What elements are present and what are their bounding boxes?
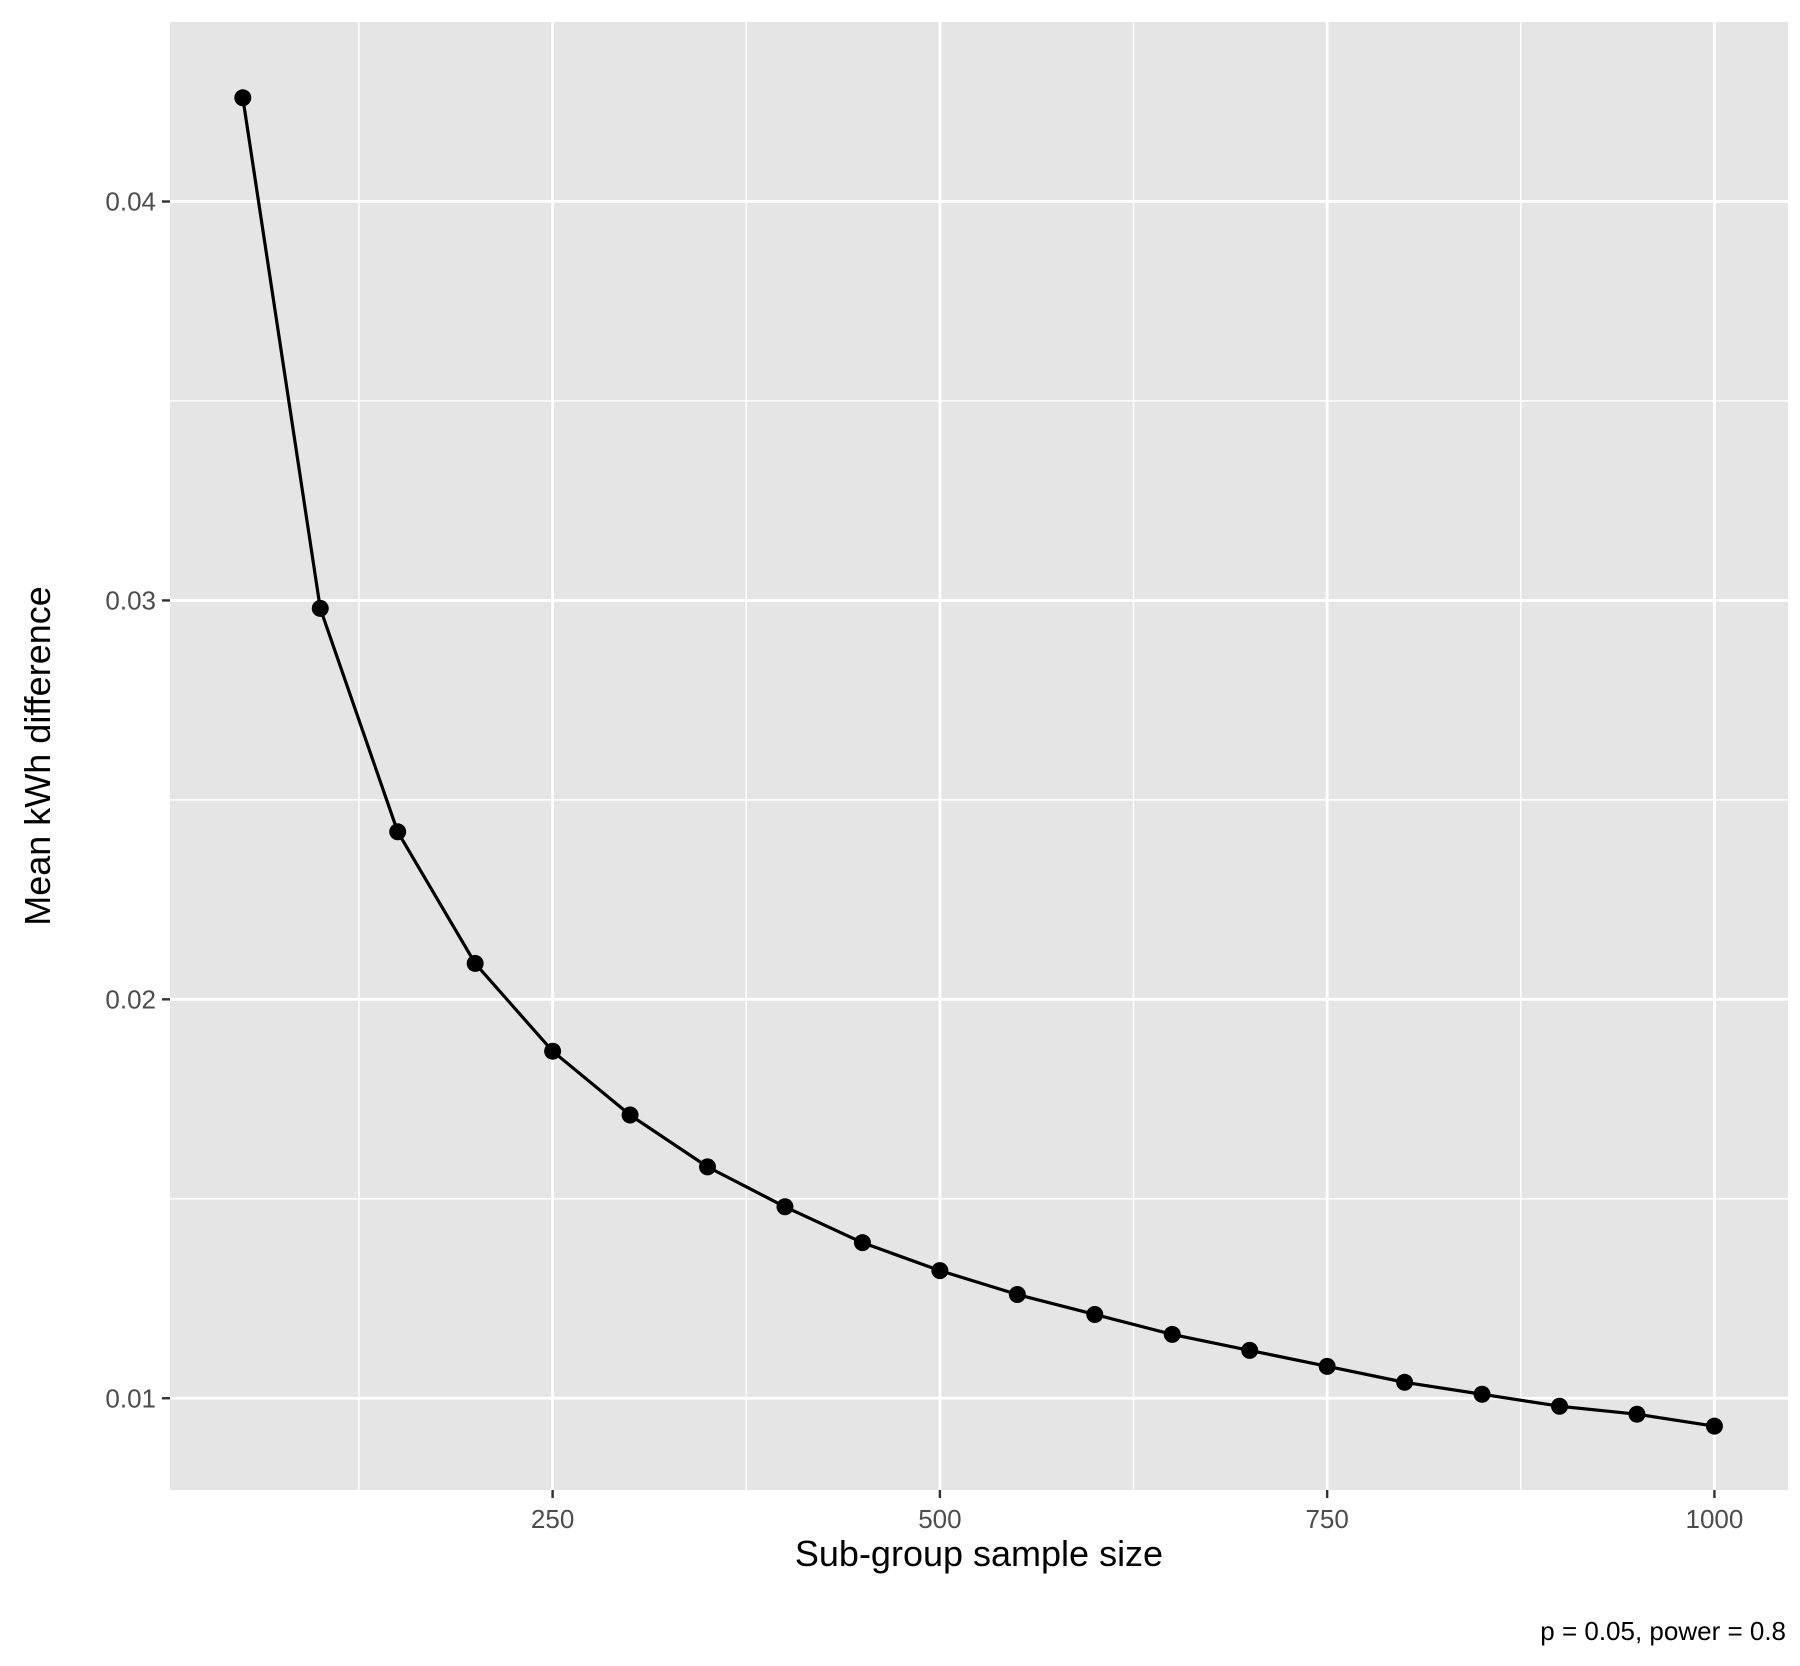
data-point-7	[776, 1198, 794, 1216]
caption: p = 0.05, power = 0.8	[1540, 1616, 1786, 1646]
data-point-15	[1396, 1373, 1414, 1391]
data-point-0	[234, 89, 252, 107]
x-tick-label-3: 1000	[1685, 1504, 1743, 1534]
x-tick-label-1: 500	[918, 1504, 961, 1534]
data-point-2	[389, 823, 407, 841]
axis-ticks	[162, 200, 1716, 1498]
x-axis-title: Sub-group sample size	[795, 1533, 1163, 1574]
data-point-8	[853, 1234, 871, 1252]
data-point-1	[311, 599, 329, 617]
data-point-10	[1008, 1286, 1026, 1304]
data-point-19	[1705, 1417, 1723, 1435]
data-point-12	[1163, 1325, 1181, 1343]
data-point-6	[699, 1158, 717, 1176]
x-tick-label-0: 250	[531, 1504, 574, 1534]
data-point-5	[621, 1106, 639, 1124]
y-tick-label-1: 0.02	[105, 984, 156, 1014]
data-point-4	[544, 1042, 562, 1060]
minor-gridlines	[170, 22, 1788, 1490]
y-tick-label-2: 0.03	[105, 585, 156, 615]
y-axis-title: Mean kWh difference	[17, 586, 58, 926]
tick-labels: 250 500 750 1000 0.01 0.02 0.03 0.04	[105, 187, 1743, 1534]
data-point-18	[1628, 1405, 1646, 1423]
x-tick-label-2: 750	[1305, 1504, 1348, 1534]
data-point-13	[1241, 1341, 1259, 1359]
data-point-3	[466, 954, 484, 972]
series-line	[241, 97, 1715, 1428]
data-point-16	[1473, 1385, 1491, 1403]
y-tick-label-0: 0.01	[105, 1383, 156, 1413]
y-tick-label-3: 0.04	[105, 187, 156, 217]
series-points	[234, 89, 1723, 1435]
data-point-11	[1086, 1305, 1104, 1323]
data-point-17	[1551, 1397, 1569, 1415]
data-point-9	[931, 1262, 949, 1280]
plot-panel	[170, 22, 1788, 1490]
major-gridlines	[170, 22, 1788, 1490]
data-point-14	[1318, 1357, 1336, 1375]
